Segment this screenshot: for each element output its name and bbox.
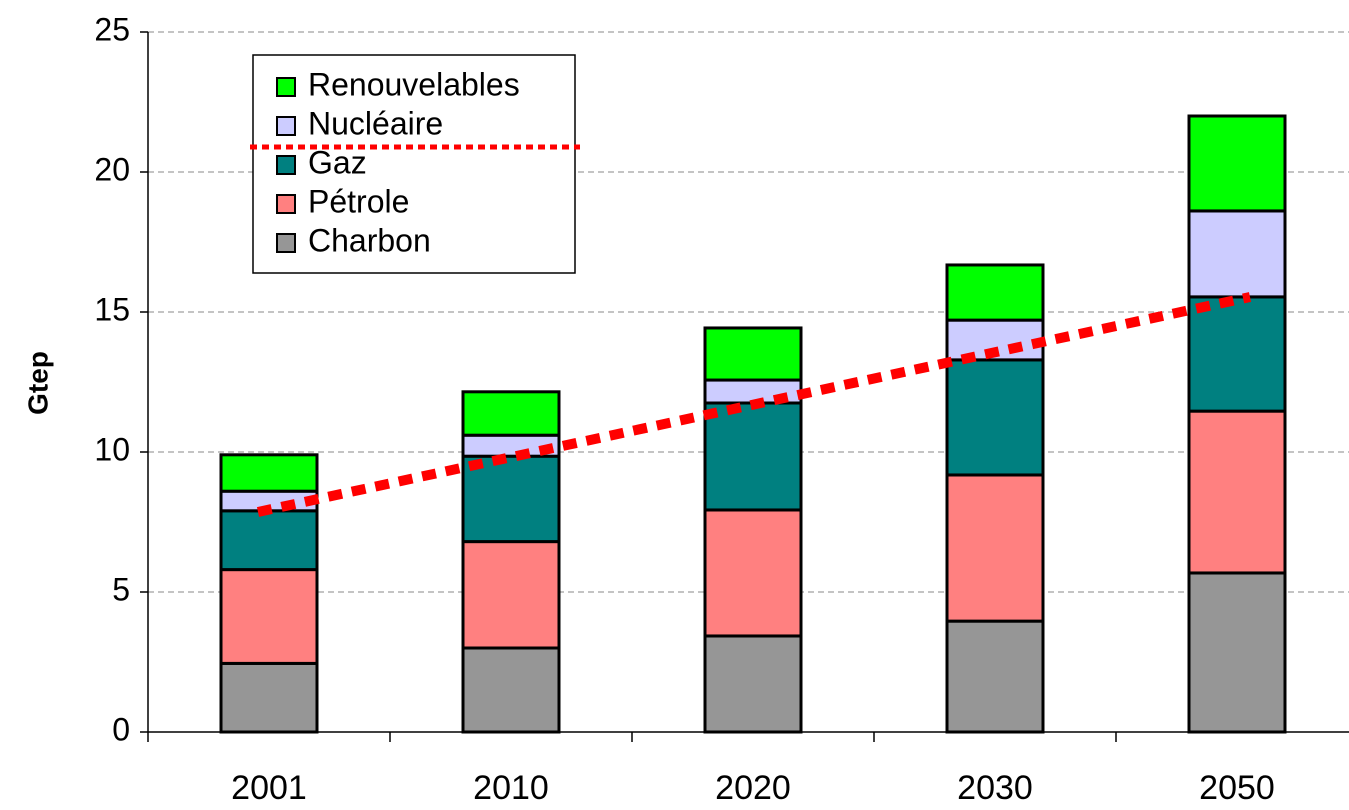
bar-segment: [219, 509, 319, 572]
bar-segment: [1187, 209, 1287, 299]
legend-label: Nucléaire: [308, 105, 443, 141]
x-tick-label: 2001: [231, 769, 307, 807]
bar-segment: [1187, 295, 1287, 413]
legend-label: Pétrole: [308, 183, 409, 219]
y-tick-label: 25: [94, 11, 130, 47]
bar-segment: [1187, 409, 1287, 575]
bar-segment: [703, 634, 803, 734]
y-tick-label: 10: [94, 431, 130, 467]
bar-segment: [1187, 114, 1287, 213]
bar-segment: [945, 619, 1045, 734]
legend-swatch: [276, 155, 296, 175]
bar-segment: [461, 540, 561, 650]
bar-segment: [461, 390, 561, 437]
legend-swatch: [276, 116, 296, 136]
bar-segment: [461, 646, 561, 734]
bar-segment: [219, 661, 319, 734]
bar-segment: [703, 508, 803, 638]
bar-segment: [703, 401, 803, 512]
x-tick-label: 2020: [715, 769, 791, 807]
bar-segment: [945, 358, 1045, 477]
bar-segment: [945, 473, 1045, 623]
legend-swatch: [276, 77, 296, 97]
legend-box: [252, 54, 576, 274]
y-axis-label: Gtep: [22, 351, 53, 415]
bar-segment: [219, 568, 319, 665]
y-tick-label: 15: [94, 291, 130, 327]
legend-label: Gaz: [308, 144, 367, 180]
legend-label: Renouvelables: [308, 66, 520, 102]
bar-segment: [219, 453, 319, 493]
x-tick-label: 2050: [1199, 769, 1275, 807]
x-tick-label: 2010: [473, 769, 549, 807]
bar-segment: [1187, 571, 1287, 734]
y-tick-label: 20: [94, 151, 130, 187]
bar-segment: [703, 326, 803, 382]
trend-annotation: [256, 292, 1252, 517]
x-tick-label: 2030: [957, 769, 1033, 807]
legend-label: Charbon: [308, 222, 431, 258]
legend-swatch: [276, 233, 296, 253]
y-tick-label: 0: [112, 711, 130, 747]
y-tick-label: 5: [112, 571, 130, 607]
legend-swatch: [276, 194, 296, 214]
bar-segment: [945, 263, 1045, 322]
